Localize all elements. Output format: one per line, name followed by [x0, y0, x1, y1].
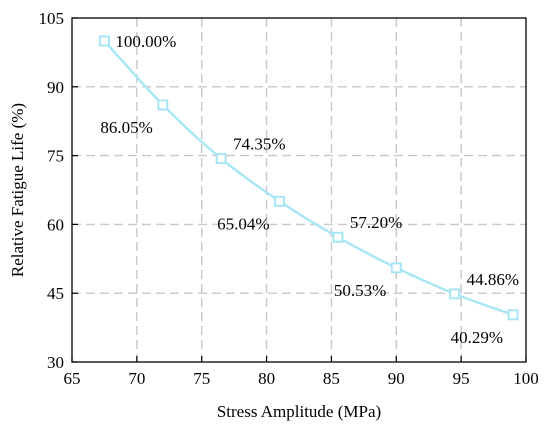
data-point-marker [507, 309, 519, 321]
x-tick-label: 95 [453, 369, 470, 388]
data-labels: 100.00% 86.05% 74.35% 65.04% 57.20% 50.53% 44.… [100, 32, 519, 347]
y-tick-label: 75 [47, 147, 64, 166]
y-tick-label: 60 [47, 215, 64, 234]
data-point-marker [390, 262, 402, 274]
y-tick-label: 30 [47, 353, 64, 372]
x-axis-title: Stress Amplitude (MPa) [217, 402, 381, 421]
data-label: 50.53% [334, 281, 386, 300]
data-label: 40.29% [451, 328, 503, 347]
x-tick-label: 80 [258, 369, 275, 388]
data-label: 65.04% [217, 214, 269, 233]
x-tick-label: 85 [323, 369, 340, 388]
data-point-marker [157, 99, 169, 111]
x-tick-label: 70 [128, 369, 145, 388]
x-tick-label: 75 [193, 369, 210, 388]
series [98, 35, 519, 321]
x-tick-label: 100 [513, 369, 539, 388]
y-tick-label: 105 [39, 9, 65, 28]
x-tick-label: 65 [64, 369, 81, 388]
plot-frame [71, 17, 527, 363]
y-tick-label: 45 [47, 284, 64, 303]
data-label: 57.20% [350, 213, 402, 232]
series-line [103, 39, 515, 317]
axis-ticks: 65 70 75 80 85 90 95 100 30 45 60 75 90 105 [39, 9, 539, 388]
data-label: 74.35% [233, 135, 285, 154]
data-point-marker [215, 153, 227, 165]
data-label: 44.86% [467, 270, 519, 289]
data-label: 86.05% [100, 118, 152, 137]
x-tick-label: 90 [388, 369, 405, 388]
data-point-marker [274, 195, 286, 207]
data-label: 100.00% [115, 32, 176, 51]
y-tick-label: 90 [47, 78, 64, 97]
data-point-marker [98, 35, 110, 47]
data-point-marker [449, 288, 461, 300]
grid [72, 18, 526, 362]
y-axis-title: Relative Fatigue Life (%) [8, 103, 27, 277]
data-point-marker [332, 231, 344, 243]
